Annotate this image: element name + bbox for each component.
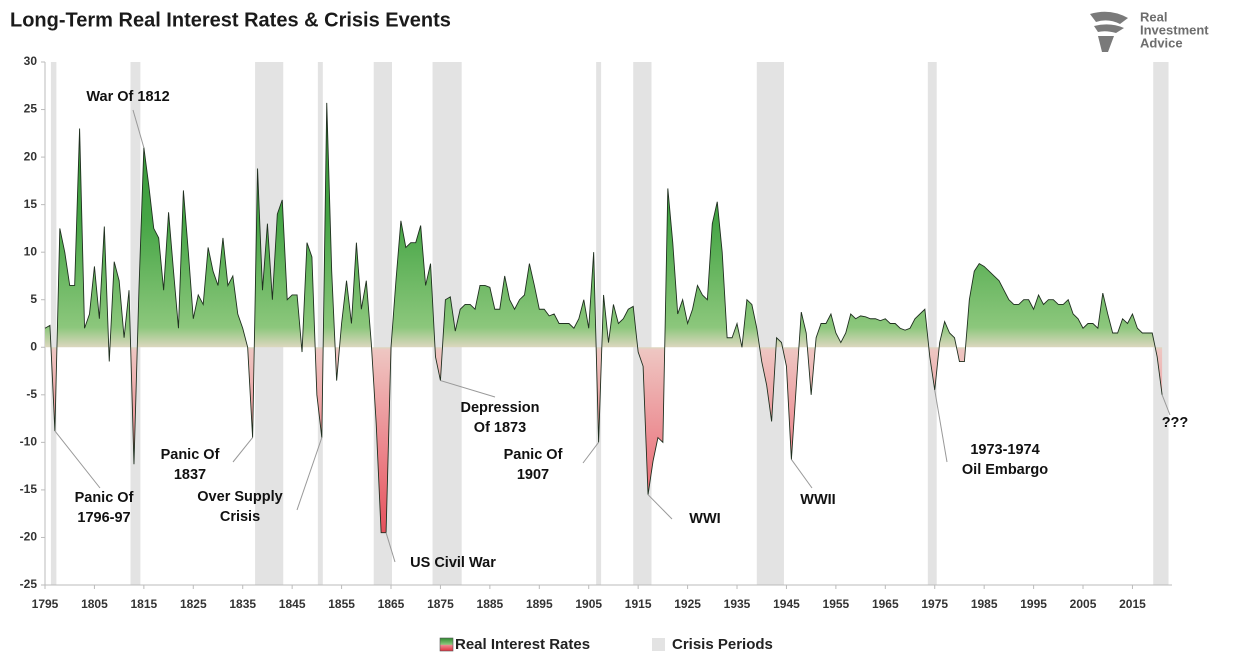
annotation-leader (132, 109, 145, 148)
x-tick-label: 1915 (625, 597, 652, 611)
annotation: Depression (461, 400, 540, 416)
area-fill (45, 102, 1163, 533)
annotation-leader (296, 437, 323, 511)
crisis-band (1153, 62, 1169, 585)
annotation: 1796-97 (77, 510, 130, 526)
annotation: Over Supply (197, 489, 282, 505)
y-tick-label: 5 (30, 292, 37, 306)
annotation: US Civil War (410, 555, 496, 571)
logo-text: Investment (1140, 22, 1209, 37)
x-tick-label: 1845 (279, 597, 306, 611)
annotation: Crisis (220, 509, 260, 525)
x-tick-label: 1985 (971, 597, 998, 611)
y-tick-label: 10 (24, 244, 38, 258)
annotation: Panic Of (504, 447, 563, 463)
x-tick-label: 1855 (328, 597, 355, 611)
crisis-band (633, 62, 652, 585)
legend-label: Real Interest Rates (455, 636, 590, 653)
logo-text: Advice (1140, 35, 1183, 50)
annotation-leader (790, 459, 813, 489)
y-tick-label: -20 (20, 530, 38, 544)
annotation: ??? (1162, 415, 1189, 431)
crisis-band (927, 62, 937, 585)
x-tick-label: 1995 (1020, 597, 1047, 611)
crisis-band (596, 62, 602, 585)
annotation-leader (582, 442, 600, 464)
y-tick-label: 0 (30, 339, 37, 353)
annotation-leader (232, 437, 253, 463)
x-tick-label: 1835 (229, 597, 256, 611)
x-tick-label: 1815 (131, 597, 158, 611)
annotation: Panic Of (75, 490, 134, 506)
logo (1090, 11, 1128, 52)
crisis-band (130, 62, 141, 585)
annotation: WWI (689, 511, 720, 527)
annotation: Oil Embargo (962, 462, 1048, 478)
crisis-band (50, 62, 57, 585)
x-tick-label: 1975 (921, 597, 948, 611)
x-tick-label: 1865 (378, 597, 405, 611)
y-tick-label: 25 (24, 102, 38, 116)
y-tick-label: -15 (20, 482, 38, 496)
y-tick-label: 20 (24, 149, 38, 163)
x-tick-label: 1935 (724, 597, 751, 611)
y-tick-label: 30 (24, 54, 38, 68)
annotation: 1837 (174, 467, 206, 483)
x-tick-label: 1905 (575, 597, 602, 611)
x-tick-label: 1875 (427, 597, 454, 611)
logo-text: Real (1140, 9, 1167, 24)
annotation-leader (934, 389, 948, 463)
annotation: WWII (800, 492, 835, 508)
x-tick-label: 1885 (477, 597, 504, 611)
y-tick-label: -5 (26, 387, 37, 401)
y-tick-label: -10 (20, 435, 38, 449)
annotation-leader (54, 430, 101, 489)
x-tick-label: 2005 (1070, 597, 1097, 611)
crisis-band (317, 62, 323, 585)
x-tick-label: 1895 (526, 597, 553, 611)
chart-title: Long-Term Real Interest Rates & Crisis E… (10, 9, 451, 31)
annotation-leader (385, 532, 396, 563)
x-tick-label: 1925 (674, 597, 701, 611)
x-tick-label: 1825 (180, 597, 207, 611)
x-tick-label: 1955 (823, 597, 850, 611)
annotation-leader (647, 494, 673, 520)
annotation-leader (1161, 394, 1171, 416)
area-line (44, 102, 1163, 534)
x-tick-label: 2015 (1119, 597, 1146, 611)
annotation: 1907 (517, 467, 549, 483)
crisis-band (756, 62, 784, 585)
annotation: Panic Of (161, 447, 220, 463)
legend-swatch (652, 638, 665, 651)
x-tick-label: 1805 (81, 597, 108, 611)
legend-label: Crisis Periods (672, 636, 773, 653)
annotation-leader (440, 380, 496, 398)
x-tick-label: 1965 (872, 597, 899, 611)
x-tick-label: 1795 (32, 597, 59, 611)
y-tick-label: -25 (20, 577, 38, 591)
logo-icon (1090, 11, 1128, 52)
y-tick-label: 15 (24, 197, 38, 211)
legend-swatch (439, 637, 454, 652)
annotation: 1973-1974 (970, 442, 1039, 458)
annotation: War Of 1812 (86, 89, 169, 105)
annotation: Of 1873 (474, 420, 526, 436)
x-tick-label: 1945 (773, 597, 800, 611)
